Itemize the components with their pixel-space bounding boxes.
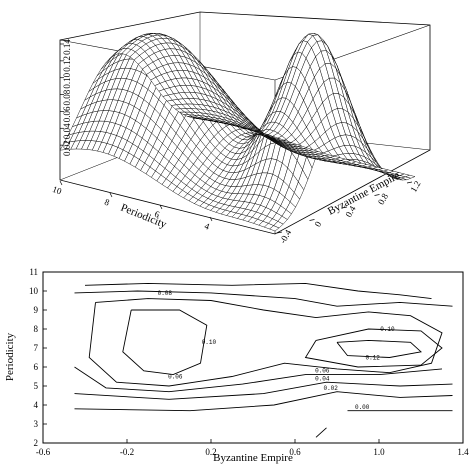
contour-line [74,366,443,393]
contour-level-label: 0.10 [380,326,395,333]
contour-x-axis-ticks: -0.6 -0.2 0.2 0.6 1.0 1.4 [36,439,469,457]
contour-level-label: 0.06 [168,373,183,380]
contour-y-tick-label: 6 [34,362,39,372]
contour-y-tick-label: 3 [34,419,39,429]
contour-level-label: 0.06 [315,368,330,375]
contour-x-tick-label: 1.4 [457,447,469,457]
z-tick-label: 0.12 [62,56,72,72]
z-tick-label: 0.04 [62,123,72,139]
byzantine-tick-mark [374,194,380,196]
z-tick-label: 0.10 [62,72,72,88]
contour-y-tick-label: 5 [34,381,39,391]
contour-level-label: 0.12 [365,354,380,361]
contour-x-tick-label: -0.2 [120,447,134,457]
contour-x-tick-label: 1.0 [373,447,385,457]
contour-level-label: 0.08 [158,290,173,297]
contour-labels: 0.080.100.060.100.120.060.040.020.00 [158,290,395,411]
byzantine-tick-mark [276,231,283,234]
byzantine-tick-label: 0 [312,219,323,228]
byzantine-tick-mark [309,219,315,221]
periodicity-tick-mark [209,216,213,222]
contour-lines [74,282,453,438]
periodicity-tick-mark [109,192,113,198]
contour-line [88,298,443,387]
contour-y-tick-label: 7 [34,343,39,353]
contour-line [304,328,443,368]
contour-x-tick-label: 0.6 [289,447,301,457]
periodicity-tick-label: 10 [51,184,63,197]
contour-plot-frame [42,271,464,444]
z-tick-label: 0.06 [62,106,72,122]
contour-y-tick-label: 4 [34,400,39,410]
byzantine-tick-mark [341,206,348,209]
contour-y-tick-label: 11 [29,267,38,277]
periodicity-tick-mark [59,180,63,186]
contour-y-tick-label: 9 [34,305,39,315]
contour-y-axis-ticks: 2 3 4 5 6 7 8 9 10 11 [29,267,47,448]
contour-line [74,391,453,412]
z-tick-label: 0.14 [62,39,72,55]
surface-plot: 0.020.040.060.080.100.120.14 10 8 6 4 -0.4 0… [51,11,431,245]
contour-level-label: 0.04 [315,375,330,382]
contour-y-tick-label: 2 [34,438,39,448]
periodicity-tick-label: 6 [153,209,161,220]
contour-x-tick-label: -0.6 [36,447,51,457]
z-tick-label: 0.02 [62,140,72,156]
byzantine-tick-label: 0.8 [376,191,391,206]
contour-line [336,339,422,358]
z-axis-ticks: 0.020.040.060.080.100.120.14 [60,39,72,156]
periodicity-tick-mark [159,204,163,210]
contour-x-tick-label: 0.2 [205,447,216,457]
z-tick-label: 0.08 [62,89,72,105]
surface-y-axis-label: Periodicity [119,202,169,231]
surface-cell [404,174,416,179]
byzantine-tick-label: -0.4 [278,227,294,245]
byzantine-tick-label: 1.2 [408,179,422,194]
contour-y-tick-label: 10 [29,286,39,296]
surface-mesh [59,32,416,232]
contour-line [315,427,327,438]
contour-level-label: 0.02 [323,385,338,392]
contour-level-label: 0.00 [355,404,370,411]
contour-y-tick-label: 8 [34,324,39,334]
periodicity-tick-label: 4 [203,221,211,232]
contour-line [122,309,208,376]
contour-line [84,282,432,300]
contour-plot: 0.080.100.060.100.120.060.040.020.00 -0.… [4,267,469,464]
surface-x-axis-label: Byzantine Empire [326,170,402,218]
contour-y-axis-label: Periodicity [4,332,16,381]
contour-level-label: 0.10 [202,339,217,346]
periodicity-axis-ticks: 10 8 6 4 [51,180,213,232]
byzantine-tick-mark [406,181,413,184]
periodicity-tick-label: 8 [103,197,111,208]
contour-x-axis-label: Byzantine Empire [213,452,293,464]
contour-line [74,290,453,307]
contour-line [74,381,453,400]
